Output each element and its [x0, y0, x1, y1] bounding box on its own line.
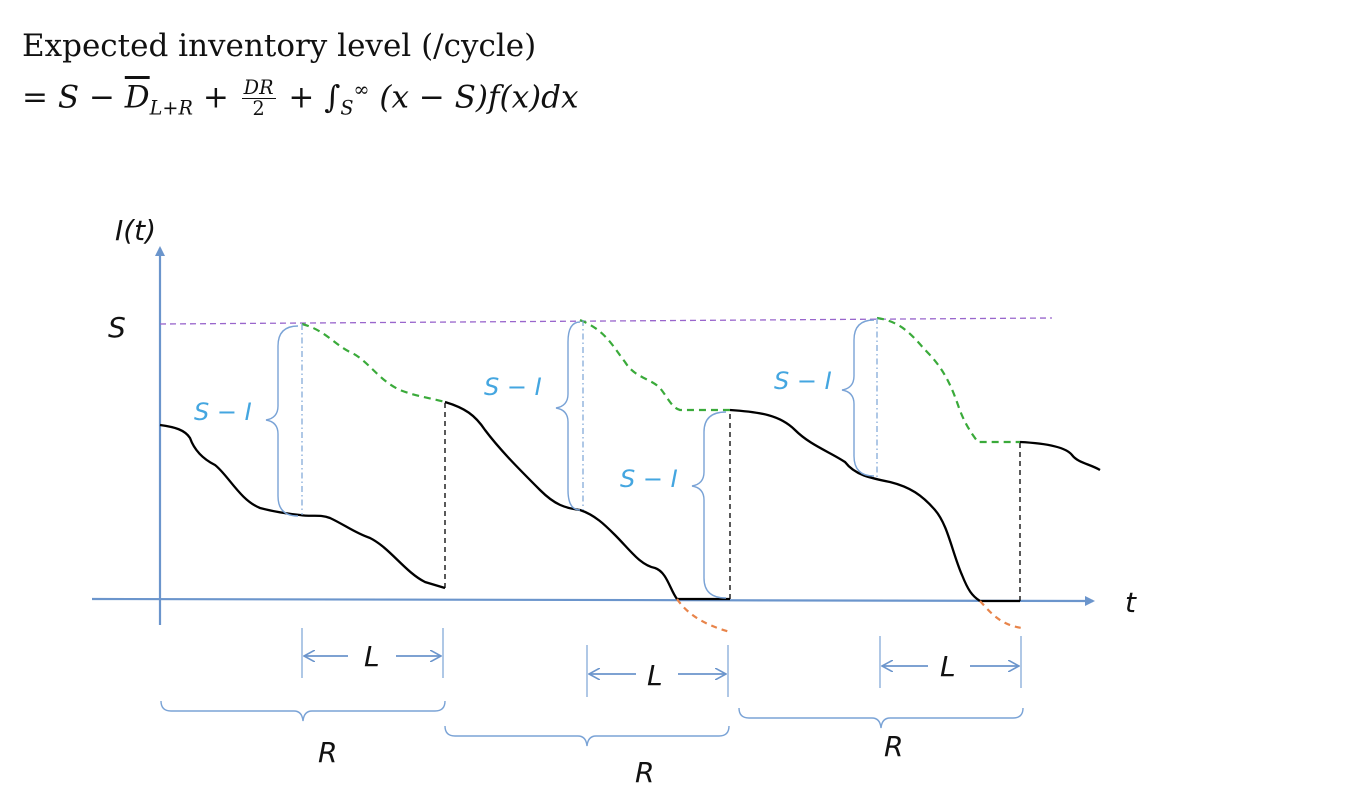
- formula-eq: =: [22, 79, 48, 116]
- projected-curve-1: [301, 322, 446, 404]
- formula-minus: −: [88, 79, 115, 116]
- formula-sub-lr: L+R: [149, 96, 193, 120]
- inventory-curve-3: [729, 408, 1020, 603]
- review-brace-1: [160, 700, 446, 722]
- lead-label-3: L: [940, 650, 956, 683]
- review-label-1: R: [318, 736, 337, 769]
- projected-curve-3: [876, 316, 1020, 444]
- gap-brace-1: [265, 325, 299, 517]
- lead-label-1: L: [364, 640, 380, 673]
- inventory-curve-4: [1019, 440, 1101, 471]
- review-brace-2: [444, 725, 730, 747]
- gap-brace-3: [691, 411, 727, 599]
- formula-dbar: D: [124, 79, 150, 116]
- inventory-curve-2: [444, 400, 730, 601]
- gap-label-2: S − I: [484, 373, 542, 401]
- fraction-denominator: 2: [252, 97, 265, 121]
- backorder-curve-1: [676, 598, 731, 634]
- formula-s: S: [57, 79, 80, 116]
- s-level-line: [159, 317, 1053, 325]
- x-axis: [91, 595, 1095, 606]
- formula-expression: = S − DL+R + DR 2 + ∫S∞ (x − S)f(x)dx: [22, 76, 579, 121]
- y-axis-label: I(t): [115, 214, 156, 247]
- backorder-curve-2: [979, 600, 1023, 630]
- formula-integral: ∫: [324, 79, 341, 116]
- gap-label-4: S − I: [774, 367, 832, 395]
- formula-fraction: DR 2: [241, 76, 276, 121]
- lead-label-2: L: [647, 659, 663, 692]
- fraction-numerator: DR: [241, 76, 276, 100]
- gap-brace-2: [555, 321, 581, 511]
- gap-brace-4: [841, 319, 875, 477]
- gap-label-3: S − I: [620, 465, 678, 493]
- gap-label-1: S − I: [194, 398, 252, 426]
- s-level-label: S: [108, 311, 126, 344]
- integral-upper: ∞: [353, 78, 370, 101]
- review-label-2: R: [635, 756, 654, 789]
- review-brace-3: [738, 707, 1024, 729]
- formula-integrand: (x − S)f(x)dx: [379, 79, 579, 116]
- formula-plus-1: +: [202, 79, 229, 116]
- x-axis-label: t: [1125, 586, 1137, 619]
- projected-curve-2: [579, 318, 730, 412]
- formula-title: Expected inventory level (/cycle): [22, 28, 537, 64]
- integral-lower: S: [340, 96, 354, 120]
- review-label-3: R: [884, 730, 903, 763]
- formula-plus-2: +: [288, 79, 315, 116]
